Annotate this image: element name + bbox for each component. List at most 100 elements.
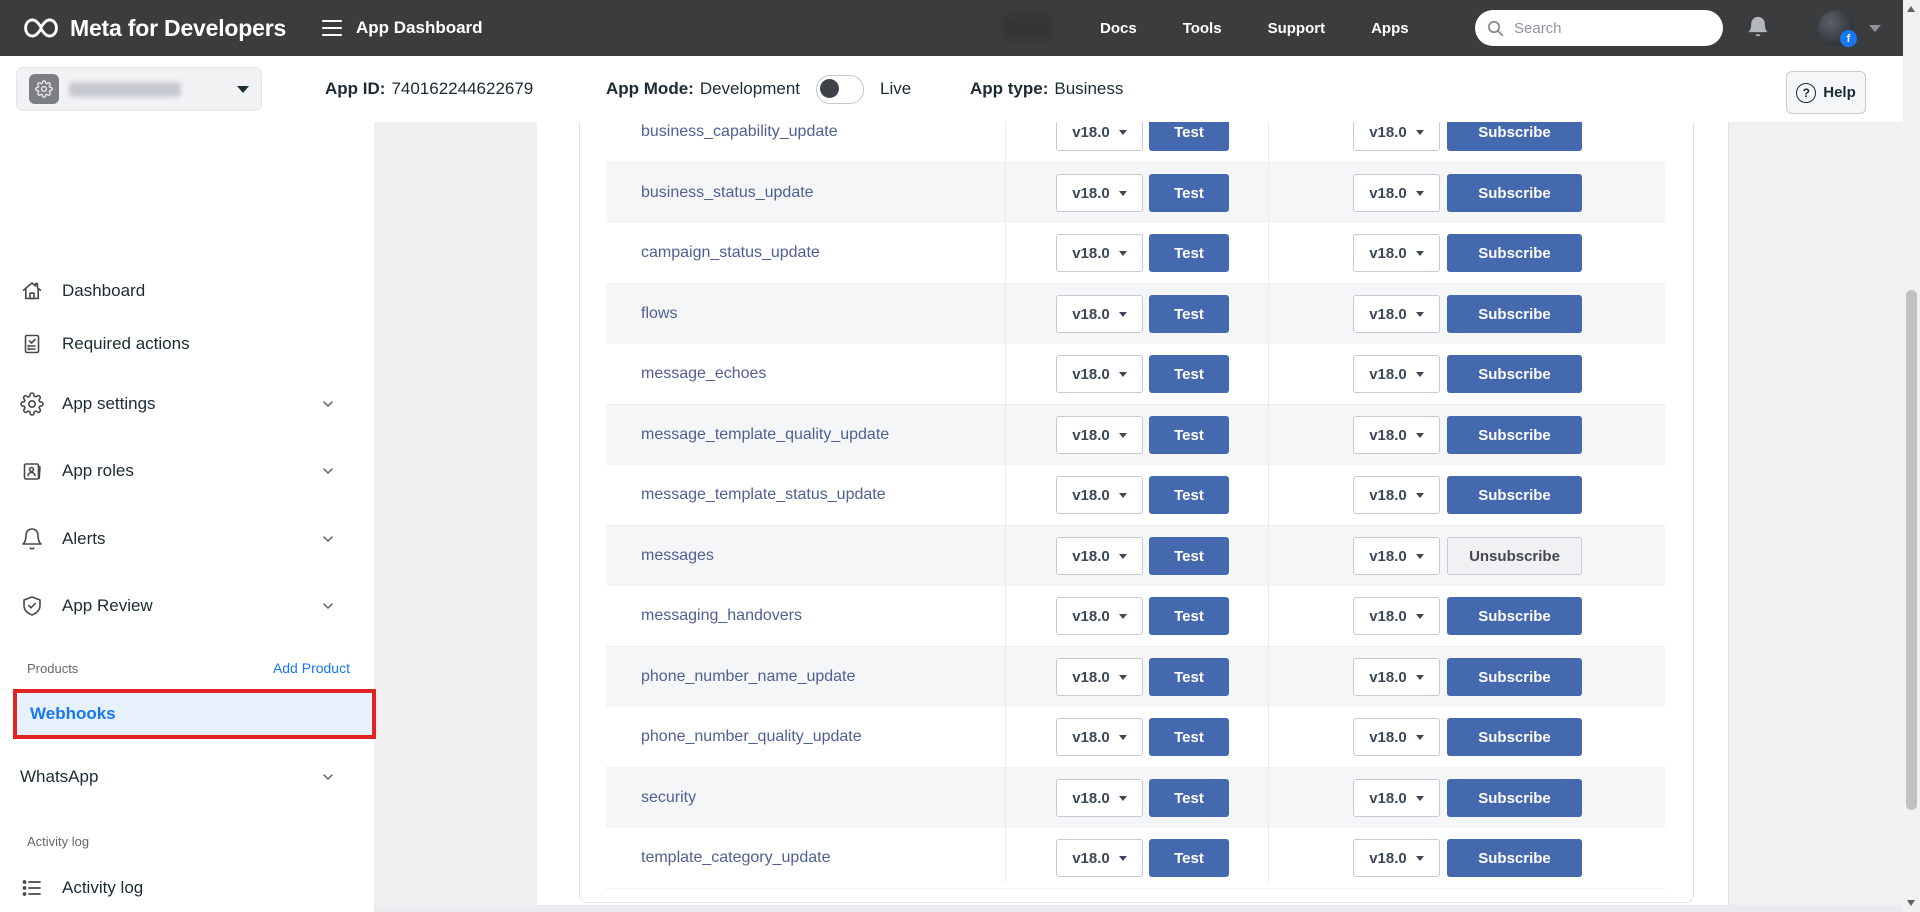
subscribe-version-dropdown[interactable]: v18.0 <box>1353 658 1440 696</box>
test-version-dropdown[interactable]: v18.0 <box>1056 234 1143 272</box>
nav-support[interactable]: Support <box>1267 19 1326 37</box>
subscribe-version-dropdown[interactable]: v18.0 <box>1353 779 1440 817</box>
subscribe-button[interactable]: Subscribe <box>1447 476 1582 514</box>
app-selector-dropdown[interactable] <box>16 67 262 111</box>
subscribe-version-dropdown[interactable]: v18.0 <box>1353 839 1440 877</box>
test-button[interactable]: Test <box>1149 174 1229 212</box>
gear-icon <box>20 392 44 416</box>
webhook-field-link[interactable]: business_capability_update <box>641 123 838 140</box>
webhook-field-link[interactable]: messages <box>641 547 714 564</box>
sidebar-item-activity-log[interactable]: Activity log <box>0 866 374 910</box>
subscribe-button[interactable]: Subscribe <box>1447 597 1582 635</box>
browser-scrollbar[interactable] <box>1903 0 1920 912</box>
sidebar-item-app-review[interactable]: App Review <box>0 584 374 628</box>
test-button[interactable]: Test <box>1149 537 1229 575</box>
nav-tools[interactable]: Tools <box>1182 19 1222 37</box>
search-input[interactable] <box>1512 18 1686 38</box>
subscribe-button[interactable]: Subscribe <box>1447 234 1582 272</box>
webhook-field-link[interactable]: phone_number_name_update <box>641 668 856 685</box>
subscribe-button[interactable]: Subscribe <box>1447 416 1582 454</box>
webhook-field-link[interactable]: message_template_quality_update <box>641 426 890 443</box>
notifications-bell-icon[interactable] <box>1744 14 1772 42</box>
account-menu-caret-icon[interactable] <box>1869 25 1881 32</box>
webhook-field-link[interactable]: message_echoes <box>641 365 767 382</box>
test-button[interactable]: Test <box>1149 718 1229 756</box>
user-avatar[interactable]: f <box>1818 10 1858 48</box>
meta-developers-logo[interactable]: Meta for Developers <box>22 0 286 56</box>
hamburger-menu-icon[interactable] <box>322 20 342 36</box>
nav-apps[interactable]: Apps <box>1371 19 1409 37</box>
scrollbar-up-arrow-icon[interactable] <box>1907 6 1915 12</box>
webhook-field-link[interactable]: security <box>641 789 697 806</box>
app-dashboard-menu[interactable]: App Dashboard <box>356 18 483 37</box>
chevron-down-icon <box>323 536 333 542</box>
subscribe-version-dropdown[interactable]: v18.0 <box>1353 295 1440 333</box>
test-version-dropdown[interactable]: v18.0 <box>1056 597 1143 635</box>
subscribe-version-dropdown[interactable]: v18.0 <box>1353 174 1440 212</box>
help-button[interactable]: ? Help <box>1786 71 1866 114</box>
subscribe-button[interactable]: Subscribe <box>1447 779 1582 817</box>
test-button[interactable]: Test <box>1149 658 1229 696</box>
unsubscribe-button[interactable]: Unsubscribe <box>1447 537 1582 575</box>
dropdown-caret-icon <box>1415 855 1424 861</box>
subscribe-version-dropdown[interactable]: v18.0 <box>1353 718 1440 756</box>
subscribe-button[interactable]: Subscribe <box>1447 174 1582 212</box>
test-button[interactable]: Test <box>1149 234 1229 272</box>
search-box[interactable] <box>1475 10 1723 46</box>
nav-docs[interactable]: Docs <box>1100 19 1137 37</box>
dropdown-caret-icon <box>1415 371 1424 377</box>
subscribe-version-dropdown[interactable]: v18.0 <box>1353 416 1440 454</box>
sidebar-item-label: App settings <box>62 394 156 413</box>
webhook-field-link[interactable]: business_status_update <box>641 184 814 201</box>
test-button[interactable]: Test <box>1149 355 1229 393</box>
test-version-dropdown[interactable]: v18.0 <box>1056 537 1143 575</box>
test-button[interactable]: Test <box>1149 597 1229 635</box>
test-version-dropdown[interactable]: v18.0 <box>1056 779 1143 817</box>
subscribe-version-dropdown[interactable]: v18.0 <box>1353 597 1440 635</box>
webhook-field-row: messages v18.0 Test v18.0 Unsubscribe <box>606 526 1665 586</box>
test-version-dropdown[interactable]: v18.0 <box>1056 295 1143 333</box>
test-version-dropdown[interactable]: v18.0 <box>1056 174 1143 212</box>
test-button[interactable]: Test <box>1149 839 1229 877</box>
webhook-field-link[interactable]: phone_number_quality_update <box>641 728 862 745</box>
sidebar-item-webhooks-active[interactable]: Webhooks <box>13 689 376 739</box>
subscribe-button[interactable]: Subscribe <box>1447 355 1582 393</box>
subscribe-button[interactable]: Subscribe <box>1447 839 1582 877</box>
webhook-field-link[interactable]: campaign_status_update <box>641 244 820 261</box>
subscribe-button[interactable]: Subscribe <box>1447 658 1582 696</box>
sidebar-item-required-actions[interactable]: Required actions <box>0 322 374 366</box>
subscribe-version-dropdown[interactable]: v18.0 <box>1353 234 1440 272</box>
test-button[interactable]: Test <box>1149 295 1229 333</box>
dropdown-caret-icon <box>1118 855 1127 861</box>
test-version-dropdown[interactable]: v18.0 <box>1056 355 1143 393</box>
sidebar-item-alerts[interactable]: Alerts <box>0 517 374 561</box>
test-version-dropdown[interactable]: v18.0 <box>1056 416 1143 454</box>
test-button[interactable]: Test <box>1149 416 1229 454</box>
test-version-dropdown[interactable]: v18.0 <box>1056 718 1143 756</box>
sidebar-item-dashboard[interactable]: Dashboard <box>0 269 374 313</box>
app-mode-toggle[interactable] <box>816 74 864 104</box>
subscribe-version-dropdown[interactable]: v18.0 <box>1353 476 1440 514</box>
subscribe-button[interactable]: Subscribe <box>1447 295 1582 333</box>
add-product-link[interactable]: Add Product <box>272 660 350 676</box>
test-version-dropdown[interactable]: v18.0 <box>1056 839 1143 877</box>
scrollbar-down-arrow-icon[interactable] <box>1907 900 1915 906</box>
webhook-field-row: message_template_quality_update v18.0 Te… <box>606 405 1665 465</box>
webhook-field-link[interactable]: flows <box>641 305 678 322</box>
test-button[interactable]: Test <box>1149 476 1229 514</box>
subscribe-version-dropdown[interactable]: v18.0 <box>1353 537 1440 575</box>
sidebar-item-app-roles[interactable]: App roles <box>0 449 374 493</box>
subscribe-button[interactable]: Subscribe <box>1447 718 1582 756</box>
webhook-field-link[interactable]: message_template_status_update <box>641 486 886 503</box>
test-button[interactable]: Test <box>1149 779 1229 817</box>
scrollbar-thumb[interactable] <box>1906 290 1917 810</box>
webhook-field-link[interactable]: messaging_handovers <box>641 607 802 624</box>
sidebar-item-whatsapp[interactable]: WhatsApp <box>0 755 374 799</box>
subscribe-version-dropdown[interactable]: v18.0 <box>1353 355 1440 393</box>
sidebar-item-app-settings[interactable]: App settings <box>0 382 374 426</box>
chevron-down-icon <box>323 401 333 407</box>
test-version-dropdown[interactable]: v18.0 <box>1056 658 1143 696</box>
test-version-dropdown[interactable]: v18.0 <box>1056 476 1143 514</box>
bell-icon <box>22 528 42 550</box>
webhook-field-link[interactable]: template_category_update <box>641 849 831 866</box>
